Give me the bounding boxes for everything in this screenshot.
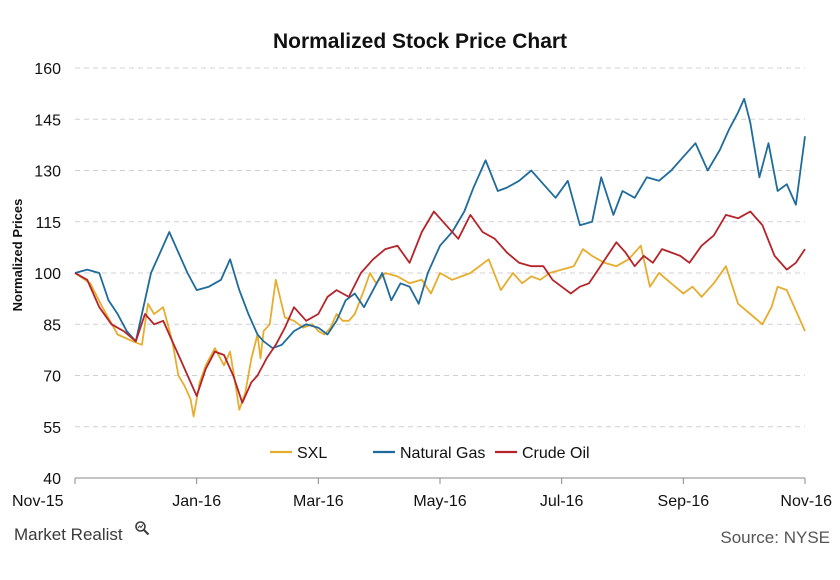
y-tick-label: 130 bbox=[34, 164, 61, 181]
x-tick-label: May-16 bbox=[413, 493, 466, 510]
x-tick-label: Jan-16 bbox=[172, 493, 221, 510]
brand-logo-text: Market Realist bbox=[14, 525, 123, 544]
y-tick-label: 160 bbox=[34, 61, 61, 78]
magnifier-icon bbox=[135, 521, 150, 536]
x-tick-label: Nov-16 bbox=[780, 493, 832, 510]
legend-label: Natural Gas bbox=[400, 445, 485, 462]
y-tick-label: 85 bbox=[43, 317, 61, 334]
series-line-natural-gas bbox=[74, 97, 806, 350]
x-tick-label: Mar-16 bbox=[293, 493, 344, 510]
axis bbox=[74, 477, 806, 484]
y-tick-labels: 40 55 70 85 100 115 130 145 160 bbox=[34, 61, 61, 488]
source-note: Source: NYSE bbox=[720, 528, 830, 547]
legend: SXL Natural Gas Crude Oil bbox=[270, 445, 590, 462]
x-tick-label: Jul-16 bbox=[540, 493, 584, 510]
legend-label: Crude Oil bbox=[522, 445, 590, 462]
y-tick-label: 145 bbox=[34, 112, 61, 129]
chart-title: Normalized Stock Price Chart bbox=[272, 30, 568, 53]
x-tick-label: Sep-16 bbox=[658, 493, 710, 510]
series-line-crude-oil bbox=[74, 210, 806, 404]
y-axis-label: Normalized Prices bbox=[10, 199, 25, 312]
y-tick-label: 70 bbox=[43, 369, 61, 386]
y-tick-label: 100 bbox=[34, 266, 61, 283]
x-tick-labels: Nov-15 Jan-16 Mar-16 May-16 Jul-16 Sep-16 Nov-… bbox=[12, 493, 832, 510]
y-tick-label: 55 bbox=[43, 420, 61, 437]
x-tick-label: Nov-15 bbox=[12, 493, 64, 510]
series-line-sxl bbox=[74, 244, 806, 418]
y-tick-label: 115 bbox=[35, 215, 61, 232]
legend-label: SXL bbox=[297, 445, 327, 462]
y-tick-label: 40 bbox=[43, 471, 61, 488]
series-lines bbox=[74, 97, 806, 418]
